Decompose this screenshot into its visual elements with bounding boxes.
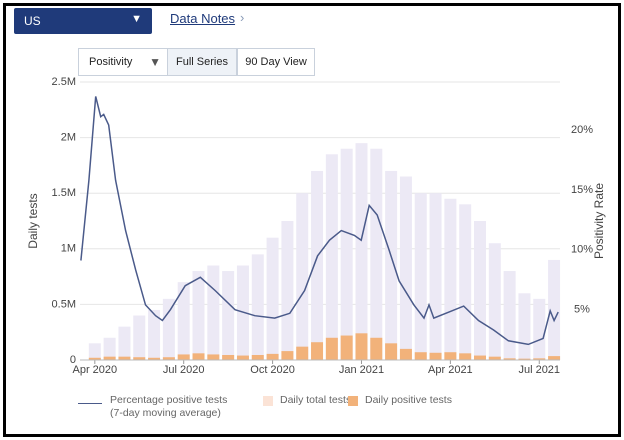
legend-swatch bbox=[78, 403, 102, 404]
bar bbox=[325, 337, 338, 360]
bar bbox=[103, 356, 116, 360]
ninety-day-button[interactable]: 90 Day View bbox=[237, 48, 315, 76]
data-notes-link[interactable]: Data Notes bbox=[170, 11, 236, 26]
x-tick-label: Jul 2021 bbox=[518, 364, 560, 376]
bar bbox=[503, 358, 516, 360]
bar bbox=[162, 357, 175, 360]
bar bbox=[222, 271, 235, 360]
bar bbox=[355, 143, 368, 360]
region-dropdown[interactable]: US ▼ bbox=[14, 8, 152, 34]
bar bbox=[399, 176, 412, 360]
bar bbox=[414, 352, 427, 360]
bar bbox=[385, 343, 398, 360]
bar bbox=[251, 354, 264, 360]
x-tick-label: Apr 2020 bbox=[72, 364, 117, 376]
bar bbox=[488, 356, 501, 360]
y2-tick-label: 10% bbox=[571, 244, 593, 256]
metric-dropdown[interactable]: Positivity ▼ bbox=[78, 48, 168, 76]
bar bbox=[325, 154, 338, 360]
bar bbox=[518, 358, 531, 360]
legend-label: Percentage positive tests (7-day moving … bbox=[110, 394, 228, 419]
y2-tick-label: 15% bbox=[571, 184, 593, 196]
bar bbox=[370, 148, 383, 360]
bar bbox=[414, 193, 427, 360]
bar bbox=[340, 335, 353, 360]
bar bbox=[444, 198, 457, 360]
bar bbox=[177, 282, 190, 360]
y-tick-label: 0.5M bbox=[52, 298, 76, 310]
bar bbox=[474, 221, 486, 360]
legend-label: Daily positive tests bbox=[365, 394, 452, 406]
chevron: › bbox=[240, 10, 245, 25]
bar bbox=[340, 148, 353, 360]
bar bbox=[503, 271, 516, 360]
legend-swatch bbox=[348, 396, 358, 406]
bar bbox=[162, 298, 175, 360]
bar bbox=[88, 343, 101, 360]
region-label: US bbox=[24, 14, 41, 28]
bar bbox=[236, 355, 249, 360]
y-axis-label: Daily tests bbox=[26, 193, 40, 248]
bar bbox=[133, 357, 146, 360]
bar bbox=[222, 354, 235, 360]
bar bbox=[548, 259, 561, 360]
bar bbox=[281, 351, 294, 360]
bar bbox=[177, 354, 190, 360]
bar bbox=[207, 354, 220, 360]
full-series-button[interactable]: Full Series bbox=[167, 48, 237, 76]
bar bbox=[548, 356, 561, 360]
bar bbox=[103, 337, 116, 360]
bar bbox=[444, 352, 457, 360]
legend-swatch bbox=[263, 396, 273, 406]
bar bbox=[296, 193, 309, 360]
legend-label: Daily total tests bbox=[280, 394, 352, 406]
bar bbox=[192, 353, 205, 360]
bar bbox=[459, 353, 472, 360]
y-tick-label: 1.5M bbox=[52, 187, 76, 199]
y2-tick-label: 5% bbox=[574, 304, 590, 316]
bar bbox=[385, 170, 398, 360]
bar bbox=[148, 357, 161, 360]
bar bbox=[133, 315, 146, 360]
y-tick-label: 2M bbox=[61, 132, 76, 144]
bar bbox=[207, 265, 220, 360]
y2-axis-label: Positivity Rate bbox=[592, 183, 606, 259]
bar bbox=[533, 298, 546, 360]
y-tick-label: 1M bbox=[61, 243, 76, 255]
bar bbox=[118, 326, 131, 360]
bar bbox=[429, 352, 442, 360]
bar bbox=[488, 243, 501, 360]
bar bbox=[459, 204, 472, 360]
metric-label: Positivity bbox=[89, 56, 133, 68]
bar bbox=[533, 358, 546, 360]
bar bbox=[296, 346, 309, 360]
bar bbox=[311, 342, 324, 360]
bar bbox=[266, 237, 279, 360]
y2-tick-label: 20% bbox=[571, 124, 593, 136]
y-tick-label: 0 bbox=[70, 354, 76, 366]
dropdown-arrow: ▼ bbox=[149, 55, 161, 69]
x-tick-label: Apr 2021 bbox=[428, 364, 473, 376]
bar bbox=[266, 353, 279, 360]
bar bbox=[399, 348, 412, 360]
bar bbox=[251, 254, 264, 360]
bar bbox=[355, 333, 368, 360]
bar bbox=[192, 271, 205, 360]
x-tick-label: Oct 2020 bbox=[250, 364, 295, 376]
positivity-line bbox=[80, 96, 559, 346]
x-tick-label: Jul 2020 bbox=[163, 364, 205, 376]
dropdown-arrow: ▼ bbox=[131, 13, 142, 25]
bar bbox=[474, 355, 486, 360]
y-tick-label: 2.5M bbox=[52, 76, 76, 88]
bar bbox=[88, 357, 101, 360]
bar bbox=[148, 309, 161, 360]
x-tick-label: Jan 2021 bbox=[339, 364, 384, 376]
bar bbox=[118, 356, 131, 360]
bar bbox=[370, 337, 383, 360]
bar bbox=[429, 193, 442, 360]
bar bbox=[311, 170, 324, 360]
bar bbox=[281, 221, 294, 360]
bar bbox=[518, 293, 531, 360]
